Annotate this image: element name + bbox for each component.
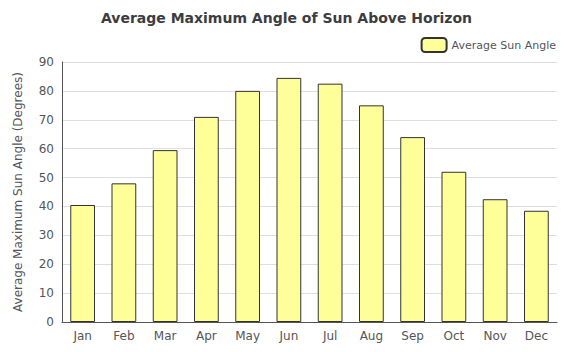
svg-text:70: 70 bbox=[39, 113, 54, 127]
svg-text:80: 80 bbox=[39, 84, 54, 98]
svg-text:10: 10 bbox=[39, 286, 54, 300]
svg-text:Aug: Aug bbox=[360, 329, 383, 343]
svg-text:Nov: Nov bbox=[483, 329, 506, 343]
svg-text:Jul: Jul bbox=[322, 329, 337, 343]
svg-text:Sep: Sep bbox=[401, 329, 424, 343]
svg-text:May: May bbox=[235, 329, 260, 343]
svg-text:40: 40 bbox=[39, 199, 54, 213]
svg-text:50: 50 bbox=[39, 171, 54, 185]
svg-text:30: 30 bbox=[39, 228, 54, 242]
svg-text:60: 60 bbox=[39, 142, 54, 156]
svg-text:Dec: Dec bbox=[525, 329, 548, 343]
svg-text:90: 90 bbox=[39, 55, 54, 69]
svg-text:0: 0 bbox=[46, 315, 54, 329]
svg-text:Feb: Feb bbox=[113, 329, 134, 343]
svg-text:Average Maximum Sun Angle (Deg: Average Maximum Sun Angle (Degrees) bbox=[11, 72, 25, 312]
svg-text:Average Sun Angle: Average Sun Angle bbox=[452, 39, 557, 52]
svg-text:20: 20 bbox=[39, 257, 54, 271]
svg-text:Jan: Jan bbox=[72, 329, 92, 343]
svg-text:Mar: Mar bbox=[154, 329, 177, 343]
svg-text:Oct: Oct bbox=[444, 329, 465, 343]
svg-text:Average Maximum Angle of Sun A: Average Maximum Angle of Sun Above Horiz… bbox=[101, 10, 472, 26]
svg-text:Jun: Jun bbox=[279, 329, 299, 343]
svg-text:Apr: Apr bbox=[196, 329, 217, 343]
